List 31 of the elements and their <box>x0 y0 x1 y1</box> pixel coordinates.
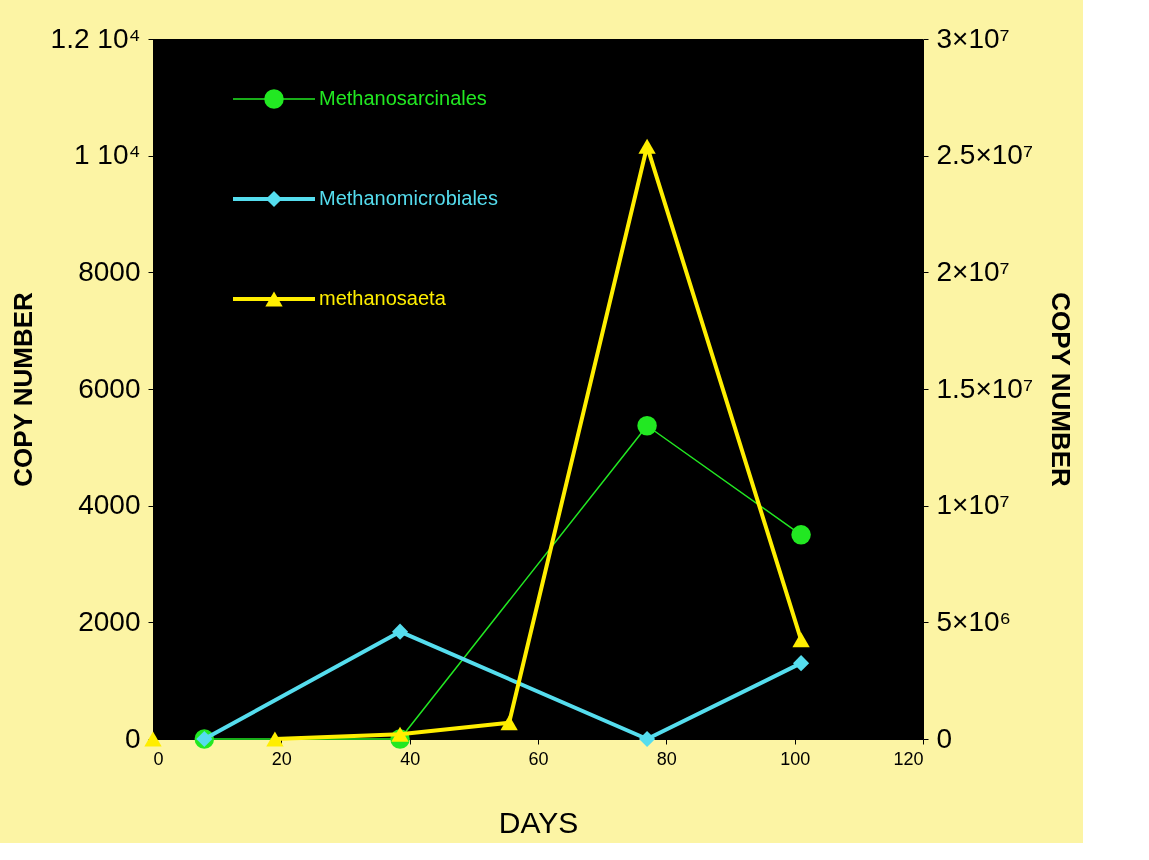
y2-tick-label: 2×10⁷ <box>936 255 1010 287</box>
x-tick-label: 80 <box>656 748 677 769</box>
x-tick-label: 120 <box>893 748 924 769</box>
legend-label: Methanosarcinales <box>319 87 487 109</box>
y2-tick-label: 5×10⁶ <box>936 605 1012 637</box>
y-tick-label: 8000 <box>78 255 141 287</box>
point <box>391 726 409 742</box>
y2-tick-label: 2.5×10⁷ <box>936 139 1034 171</box>
legend-label: Methanomicrobiales <box>319 187 498 209</box>
x-tick-label: 0 <box>153 748 164 769</box>
x-tick-label: 100 <box>780 748 811 769</box>
y-tick-label: 1.2 10⁴ <box>50 22 141 54</box>
point <box>638 138 656 154</box>
point <box>792 632 810 648</box>
y2-tick-label: 1.5×10⁷ <box>936 372 1034 404</box>
x-tick-label: 60 <box>528 748 549 769</box>
y2-axis-title: COPY NUMBER <box>1046 292 1077 487</box>
point <box>266 731 284 747</box>
y-tick-label: 1 10⁴ <box>73 139 141 171</box>
y2-tick-label: 3×10⁷ <box>936 22 1010 54</box>
x-axis-title: DAYS <box>498 805 579 839</box>
y-tick-label: 4000 <box>78 489 141 521</box>
x-tick-label: 40 <box>400 748 421 769</box>
x-tick-label: 20 <box>271 748 292 769</box>
y-axis-title: COPY NUMBER <box>7 292 38 487</box>
point <box>144 731 162 747</box>
legend-label: methanosaeta <box>319 287 447 309</box>
point <box>500 715 518 731</box>
y2-tick-label: 1×10⁷ <box>936 489 1010 521</box>
y-tick-label: 2000 <box>78 605 141 637</box>
y-tick-label: 6000 <box>78 372 141 404</box>
